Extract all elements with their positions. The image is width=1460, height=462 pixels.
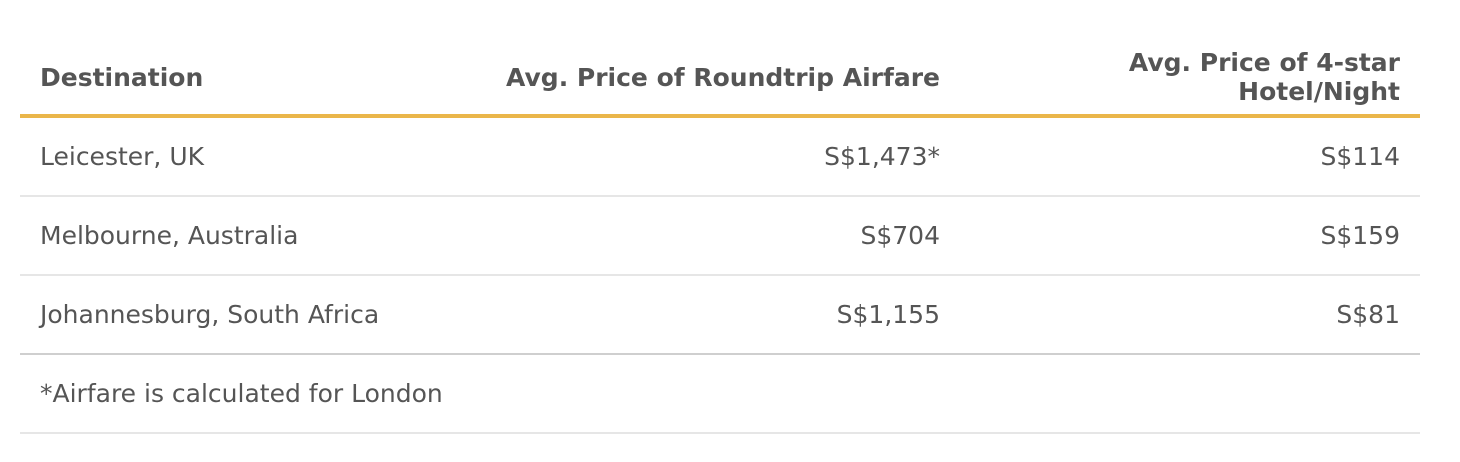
table-cell: S$159 — [960, 196, 1420, 276]
table-cell: S$704 — [480, 196, 960, 276]
table-cell: S$81 — [960, 275, 1420, 355]
table-row: Melbourne, Australia S$704 S$159 — [20, 196, 1420, 276]
table-cell: Leicester, UK — [20, 116, 480, 197]
price-table: Destination Avg. Price of Roundtrip Airf… — [20, 40, 1420, 355]
table-row: Johannesburg, South Africa S$1,155 S$81 — [20, 275, 1420, 355]
table-cell: S$1,473* — [480, 116, 960, 197]
table-cell: S$1,155 — [480, 275, 960, 355]
table-row: Leicester, UK S$1,473* S$114 — [20, 116, 1420, 197]
table-cell: Melbourne, Australia — [20, 196, 480, 276]
table-cell: Johannesburg, South Africa — [20, 275, 480, 355]
table-container: Destination Avg. Price of Roundtrip Airf… — [20, 40, 1420, 434]
header-cell: Destination — [20, 40, 480, 118]
header-cell: Avg. Price of Roundtrip Airfare — [480, 40, 960, 118]
table-cell: S$114 — [960, 116, 1420, 197]
footnote: *Airfare is calculated for London — [20, 355, 1420, 434]
header-cell: Avg. Price of 4-star Hotel/Night — [960, 40, 1420, 118]
